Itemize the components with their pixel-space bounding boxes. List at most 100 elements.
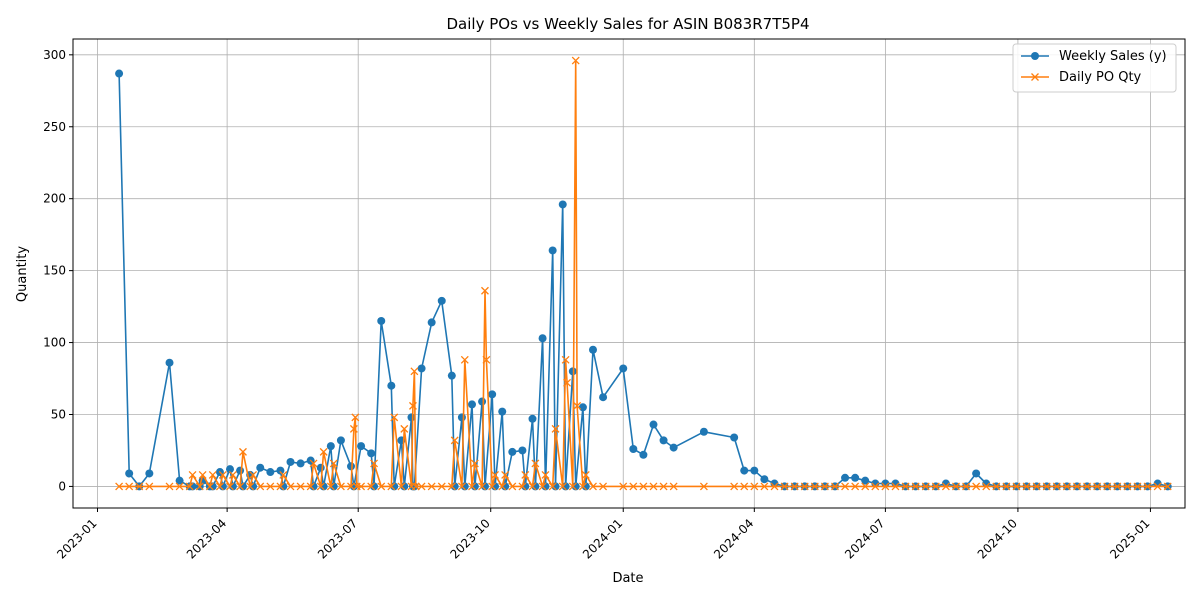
daily-po-point — [410, 367, 419, 376]
weekly-sales-point — [326, 442, 335, 451]
weekly-sales-point — [460, 482, 469, 491]
weekly-sales-point — [367, 449, 376, 458]
series-daily-po — [115, 56, 1172, 491]
daily-po-point — [881, 482, 890, 491]
y-tick-label: 300 — [43, 48, 66, 62]
daily-po-point — [357, 482, 366, 491]
y-tick-label: 250 — [43, 120, 66, 134]
weekly-sales-point — [548, 246, 557, 255]
weekly-sales-point — [427, 318, 436, 327]
daily-po-point — [457, 482, 466, 491]
daily-po-point — [239, 447, 247, 456]
weekly-sales-point — [558, 200, 567, 209]
daily-po-point — [115, 482, 124, 491]
daily-po-point — [538, 482, 547, 491]
daily-po-point — [482, 355, 491, 364]
weekly-sales-point — [347, 462, 355, 471]
weekly-sales-point — [467, 400, 476, 409]
weekly-sales-point — [972, 469, 981, 478]
daily-po-point — [659, 482, 668, 491]
weekly-sales-point — [982, 479, 991, 488]
daily-po-point — [831, 482, 839, 491]
daily-po-point — [581, 470, 590, 479]
daily-po-point — [558, 482, 567, 491]
daily-po-point — [246, 482, 255, 491]
daily-po-point — [501, 470, 510, 479]
weekly-sales-point — [488, 390, 497, 399]
daily-po-point — [982, 482, 991, 491]
daily-po-point — [1083, 482, 1092, 491]
weekly-sales-point — [659, 436, 668, 445]
daily-po-point — [498, 482, 507, 491]
daily-po-point — [851, 482, 860, 491]
daily-po-point — [349, 424, 358, 433]
weekly-sales-point — [578, 403, 587, 412]
daily-po-point — [326, 482, 335, 491]
weekly-sales-point — [226, 465, 235, 474]
weekly-sales-point — [770, 479, 779, 488]
daily-po-point — [185, 482, 194, 491]
plot-area-frame — [72, 38, 1186, 509]
weekly-sales-point — [236, 466, 245, 475]
daily-po-point — [561, 355, 570, 364]
weekly-sales-point — [256, 463, 265, 472]
daily-po-point — [488, 482, 497, 491]
weekly-sales-point — [871, 479, 880, 488]
daily-po-point — [226, 482, 234, 491]
daily-po-point — [411, 482, 420, 491]
weekly-sales-point — [861, 476, 870, 485]
daily-po-point — [1012, 482, 1021, 491]
daily-po-point — [528, 482, 537, 491]
daily-po-point — [165, 482, 174, 491]
weekly-sales-point — [538, 334, 547, 343]
daily-po-point — [236, 482, 245, 491]
weekly-sales-point — [760, 475, 769, 484]
legend-label-daily-po: Daily PO Qty — [1059, 70, 1142, 85]
y-tick-label: 150 — [43, 264, 66, 278]
weekly-sales-point — [1153, 479, 1162, 488]
weekly-sales-point — [478, 397, 487, 406]
weekly-sales-point — [508, 447, 517, 456]
daily-po-point — [309, 459, 318, 468]
weekly-sales-point — [286, 457, 295, 466]
weekly-sales-point — [699, 427, 708, 436]
weekly-sales-point — [457, 413, 466, 422]
daily-po-point — [175, 482, 184, 491]
daily-po-point — [1163, 482, 1172, 491]
daily-po-point — [521, 470, 530, 479]
daily-po-point — [931, 482, 940, 491]
y-axis-ticks: 0 50 100 150 200 250 300 — [43, 48, 73, 493]
daily-po-point — [400, 424, 409, 433]
daily-po-point — [941, 482, 950, 491]
daily-po-point — [195, 482, 204, 491]
y-tick-label: 100 — [43, 336, 66, 350]
daily-po-point — [447, 482, 456, 491]
legend-swatch-weekly-sales-marker — [1031, 52, 1039, 60]
daily-po-point — [901, 482, 910, 491]
daily-po-point — [306, 482, 315, 491]
daily-po-point — [437, 482, 446, 491]
daily-po-point — [198, 470, 207, 479]
daily-po-point — [276, 482, 285, 491]
daily-po-point — [470, 459, 479, 468]
daily-po-point — [1032, 482, 1041, 491]
daily-po-point — [760, 482, 769, 491]
y-tick-label: 0 — [58, 479, 66, 493]
daily-po-point — [218, 470, 227, 479]
weekly-sales-point — [599, 393, 608, 402]
daily-po-point — [408, 401, 417, 410]
daily-po-point — [962, 482, 971, 491]
daily-po-point — [508, 482, 517, 491]
weekly-sales-point — [390, 482, 399, 491]
daily-po-point — [952, 482, 960, 491]
y-tick-label: 200 — [43, 192, 66, 206]
weekly-sales-point — [417, 364, 426, 373]
daily-po-point — [1093, 482, 1102, 491]
daily-po-point — [531, 459, 540, 468]
daily-po-point — [1022, 482, 1031, 491]
daily-po-point — [296, 482, 305, 491]
weekly-sales-point — [561, 482, 570, 491]
daily-po-point — [1062, 482, 1071, 491]
weekly-sales-point — [881, 479, 890, 488]
